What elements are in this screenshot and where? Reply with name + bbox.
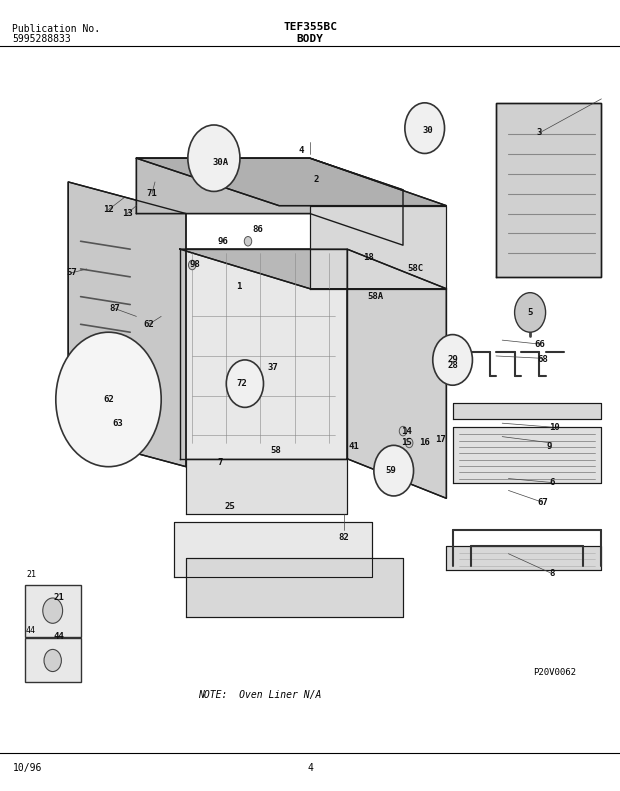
Text: 30: 30 — [422, 126, 433, 135]
Polygon shape — [496, 103, 601, 277]
Text: 37: 37 — [267, 363, 278, 373]
Polygon shape — [180, 249, 446, 289]
Text: 17: 17 — [435, 434, 446, 444]
Polygon shape — [186, 459, 347, 514]
Text: 21: 21 — [26, 570, 36, 580]
Text: 1: 1 — [236, 282, 241, 291]
Text: 7: 7 — [218, 458, 223, 467]
Circle shape — [56, 332, 161, 467]
Text: NOTE:  Oven Liner N/A: NOTE: Oven Liner N/A — [198, 690, 322, 700]
Text: 25: 25 — [224, 501, 235, 511]
Text: 68: 68 — [537, 355, 548, 365]
Bar — [25, 638, 81, 682]
Text: 62: 62 — [143, 320, 154, 329]
Text: TEF355BC: TEF355BC — [283, 22, 337, 32]
Polygon shape — [136, 158, 403, 245]
Circle shape — [44, 649, 61, 672]
Text: 58A: 58A — [367, 292, 383, 301]
Text: 6: 6 — [549, 478, 554, 487]
Polygon shape — [136, 158, 446, 206]
Polygon shape — [174, 522, 372, 577]
Text: 44: 44 — [26, 626, 36, 635]
Circle shape — [43, 598, 63, 623]
Circle shape — [405, 103, 445, 153]
Text: 21: 21 — [53, 592, 64, 602]
Text: 58: 58 — [270, 446, 281, 456]
Bar — [25, 585, 81, 637]
Text: 9: 9 — [546, 442, 551, 452]
Text: 3: 3 — [537, 128, 542, 138]
Polygon shape — [180, 249, 347, 459]
Text: 28: 28 — [447, 361, 458, 370]
Polygon shape — [347, 249, 446, 498]
Text: 29: 29 — [447, 355, 458, 365]
Circle shape — [188, 260, 196, 270]
Text: 67: 67 — [537, 498, 548, 507]
Polygon shape — [453, 427, 601, 483]
Text: 41: 41 — [348, 442, 359, 452]
Polygon shape — [68, 182, 186, 467]
Text: P20V0062: P20V0062 — [533, 668, 576, 677]
Polygon shape — [310, 206, 446, 289]
Text: 96: 96 — [218, 237, 229, 246]
Text: 16: 16 — [419, 438, 430, 448]
Circle shape — [188, 125, 240, 191]
Text: 71: 71 — [146, 189, 157, 199]
Text: 86: 86 — [252, 225, 263, 234]
Text: 18: 18 — [363, 252, 374, 262]
Circle shape — [226, 360, 264, 407]
Text: 5: 5 — [528, 308, 533, 317]
Circle shape — [433, 335, 472, 385]
Text: 8: 8 — [549, 569, 554, 578]
Text: 59: 59 — [385, 466, 396, 475]
Text: 87: 87 — [109, 304, 120, 313]
Text: 15: 15 — [401, 438, 412, 448]
Text: 57: 57 — [66, 268, 77, 278]
Text: 14: 14 — [401, 426, 412, 436]
Text: 5995288833: 5995288833 — [12, 34, 71, 44]
Text: 44: 44 — [53, 632, 64, 642]
Circle shape — [405, 438, 413, 448]
Text: 82: 82 — [339, 533, 350, 543]
Text: 58C: 58C — [407, 264, 423, 274]
Circle shape — [374, 445, 414, 496]
Polygon shape — [446, 546, 601, 570]
Text: 63: 63 — [112, 418, 123, 428]
Circle shape — [244, 237, 252, 246]
Text: 12: 12 — [103, 205, 114, 214]
Text: 62: 62 — [103, 395, 114, 404]
Polygon shape — [186, 558, 403, 617]
Text: 4: 4 — [307, 763, 313, 773]
Text: 10: 10 — [549, 422, 560, 432]
Circle shape — [515, 293, 546, 332]
Text: 13: 13 — [122, 209, 133, 218]
Text: 4: 4 — [298, 146, 303, 155]
Text: 66: 66 — [534, 339, 545, 349]
Text: 72: 72 — [236, 379, 247, 388]
Text: BODY: BODY — [296, 34, 324, 44]
Text: 10/96: 10/96 — [12, 763, 42, 773]
Text: 98: 98 — [190, 260, 201, 270]
Text: Publication No.: Publication No. — [12, 24, 100, 34]
Polygon shape — [453, 403, 601, 419]
Text: 2: 2 — [314, 175, 319, 184]
Circle shape — [399, 426, 407, 436]
Text: 30A: 30A — [212, 157, 228, 167]
